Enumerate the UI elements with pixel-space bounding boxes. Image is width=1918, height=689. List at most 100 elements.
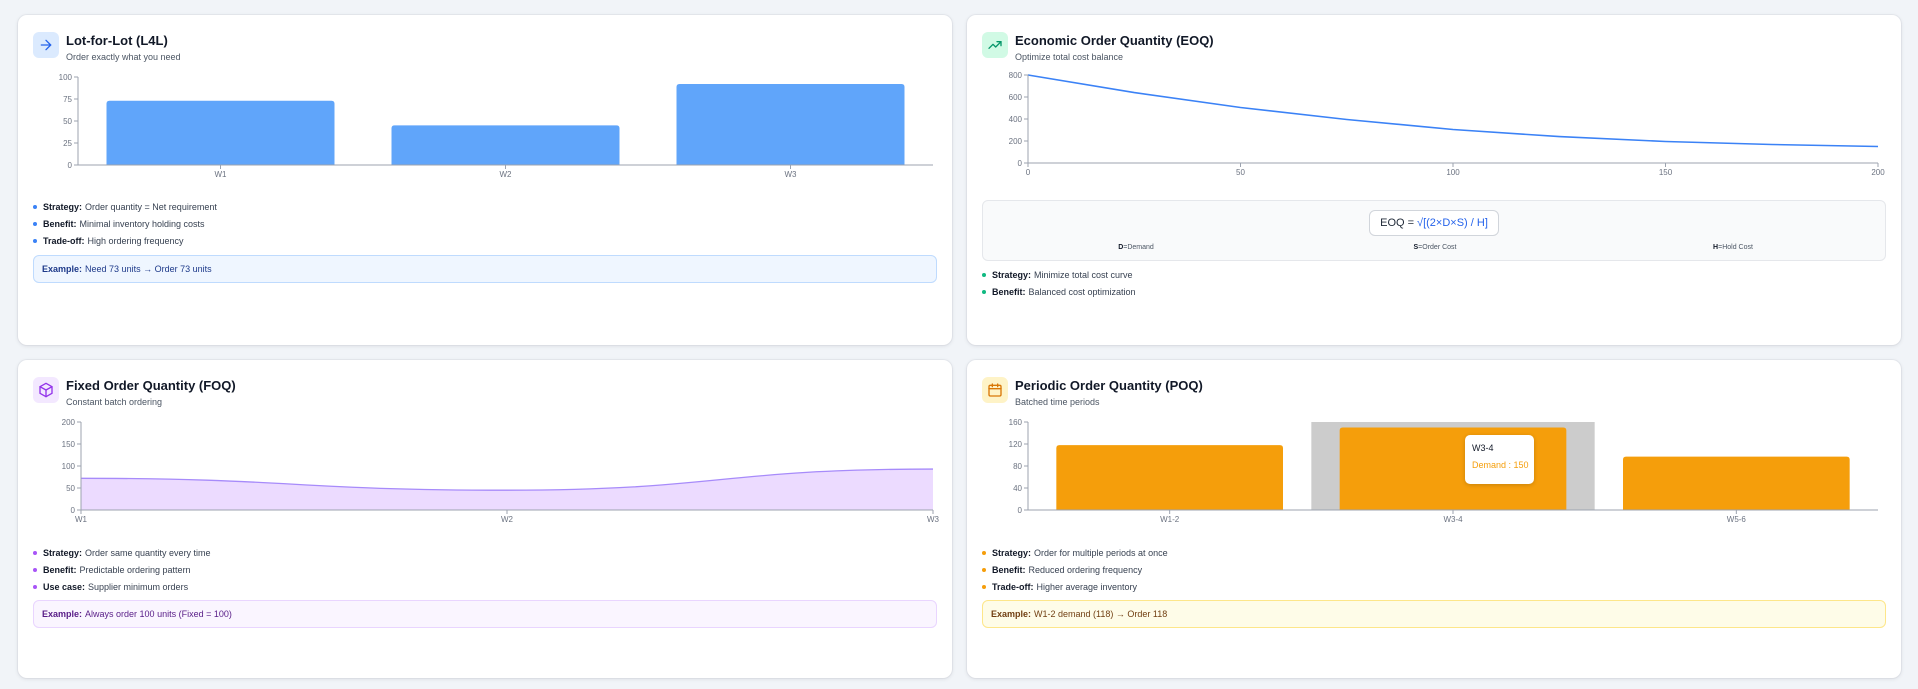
tooltip-value: Demand : 150 bbox=[1472, 460, 1529, 470]
formula-legend-demand: D=Demand bbox=[1118, 244, 1154, 251]
eoq-subtitle: Optimize total cost balance bbox=[1015, 52, 1124, 62]
bullet-text: Minimal inventory holding costs bbox=[79, 219, 205, 229]
foq-title: Fixed Order Quantity (FOQ) bbox=[66, 378, 236, 393]
foq-subtitle: Constant batch ordering bbox=[66, 397, 163, 407]
l4l-title: Lot-for-Lot (L4L) bbox=[66, 33, 168, 48]
bullet-dot bbox=[33, 205, 37, 209]
l4l-example: Example: Need 73 units → Order 73 units bbox=[33, 255, 937, 283]
eoq-formula: EOQ = √[(2×D×S) / H] bbox=[1369, 210, 1499, 236]
bullet-item: Benefit: Balanced cost optimization bbox=[982, 286, 1136, 303]
bar bbox=[1056, 445, 1283, 510]
y-tick-label: 600 bbox=[1009, 93, 1023, 102]
eoq-chart: 0 200 400 600 800 0 50 100 150 200 bbox=[1009, 71, 1886, 177]
x-tick-label: W1-2 bbox=[1160, 515, 1180, 524]
y-tick-label: 0 bbox=[1018, 506, 1023, 515]
x-tick-label: W1 bbox=[75, 515, 88, 524]
bullet-text: Higher average inventory bbox=[1036, 582, 1138, 592]
bullet-label: Strategy: bbox=[43, 548, 83, 558]
eoq-title: Economic Order Quantity (EOQ) bbox=[1015, 33, 1214, 48]
bullet-label: Use case: bbox=[43, 582, 86, 592]
x-tick-label: 100 bbox=[1446, 168, 1460, 177]
bar bbox=[391, 125, 620, 165]
bullet-item: Strategy: Order same quantity every time bbox=[33, 547, 211, 564]
example-label: Example: bbox=[42, 609, 83, 619]
bullet-dot bbox=[33, 568, 37, 572]
arrow-right-icon bbox=[40, 39, 52, 51]
y-tick-label: 0 bbox=[1018, 159, 1023, 168]
y-tick-label: 80 bbox=[1013, 462, 1022, 471]
x-tick-label: W2 bbox=[501, 515, 514, 524]
eoq-bullets: Strategy: Minimize total cost curve Benef… bbox=[982, 269, 1136, 303]
bullet-item: Strategy: Minimize total cost curve bbox=[982, 269, 1136, 286]
bar bbox=[676, 84, 905, 165]
bullet-label: Trade-off: bbox=[43, 236, 85, 246]
x-tick-label: 50 bbox=[1236, 168, 1245, 177]
formula-legend-order-cost: S=Order Cost bbox=[1414, 244, 1457, 251]
bullet-label: Benefit: bbox=[992, 565, 1026, 575]
x-tick-label: 150 bbox=[1659, 168, 1673, 177]
bullet-dot bbox=[982, 273, 986, 277]
bullet-label: Benefit: bbox=[43, 219, 77, 229]
poq-bullets: Strategy: Order for multiple periods at o… bbox=[982, 547, 1168, 598]
bullet-label: Trade-off: bbox=[992, 582, 1034, 592]
bullet-dot bbox=[33, 222, 37, 226]
area-fill bbox=[81, 469, 933, 510]
l4l-icon-box bbox=[33, 32, 59, 58]
legend-text: =Order Cost bbox=[1418, 244, 1457, 251]
poq-tooltip: W3-4 Demand : 150 bbox=[1465, 435, 1534, 484]
y-tick-label: 400 bbox=[1009, 115, 1023, 124]
eoq-formula-panel: EOQ = √[(2×D×S) / H] D=Demand S=Order Cos… bbox=[982, 200, 1886, 261]
l4l-chart: 0 25 50 75 100 W1 W2 W3 bbox=[59, 73, 933, 179]
bullet-item: Benefit: Minimal inventory holding costs bbox=[33, 218, 217, 235]
x-tick-label: W2 bbox=[500, 170, 513, 179]
y-tick-label: 50 bbox=[63, 117, 72, 126]
x-tick-label: W1 bbox=[215, 170, 228, 179]
area-line bbox=[80, 468, 934, 491]
foq-card: Fixed Order Quantity (FOQ) Constant batc… bbox=[18, 360, 952, 678]
foq-bullets: Strategy: Order same quantity every time … bbox=[33, 547, 211, 598]
bullet-text: Balanced cost optimization bbox=[1028, 287, 1136, 297]
formula-rhs: √[(2×D×S) / H] bbox=[1417, 217, 1488, 229]
poq-icon-box bbox=[982, 377, 1008, 403]
legend-text: =Hold Cost bbox=[1718, 244, 1753, 251]
bullet-text: Supplier minimum orders bbox=[88, 582, 189, 592]
eoq-icon-box bbox=[982, 32, 1008, 58]
bullet-item: Use case: Supplier minimum orders bbox=[33, 581, 211, 598]
bullet-dot bbox=[33, 551, 37, 555]
legend-key: D bbox=[1118, 244, 1124, 251]
formula-legend-hold-cost: H=Hold Cost bbox=[1713, 244, 1753, 251]
legend-text: =Demand bbox=[1123, 244, 1154, 251]
y-tick-label: 75 bbox=[63, 95, 72, 104]
bullet-item: Strategy: Order quantity = Net requiremen… bbox=[33, 201, 217, 218]
bullet-dot bbox=[982, 585, 986, 589]
l4l-card: Lot-for-Lot (L4L) Order exactly what you… bbox=[18, 15, 952, 345]
foq-chart: 0 50 100 150 200 W1 W2 W3 bbox=[62, 418, 940, 524]
bullet-label: Benefit: bbox=[992, 287, 1026, 297]
tooltip-label: W3-4 bbox=[1472, 443, 1494, 453]
y-tick-label: 200 bbox=[62, 418, 76, 427]
foq-example: Example: Always order 100 units (Fixed = … bbox=[33, 600, 937, 628]
eoq-card: Economic Order Quantity (EOQ) Optimize t… bbox=[967, 15, 1901, 345]
bullet-dot bbox=[33, 585, 37, 589]
bullet-text: Order same quantity every time bbox=[85, 548, 211, 558]
example-text: W1-2 demand (118) → Order 118 bbox=[1034, 609, 1168, 619]
foq-icon-box bbox=[33, 377, 59, 403]
bullet-item: Benefit: Predictable ordering pattern bbox=[33, 564, 211, 581]
bullet-item: Benefit: Reduced ordering frequency bbox=[982, 564, 1168, 581]
bullet-text: Predictable ordering pattern bbox=[79, 565, 191, 575]
bar bbox=[1623, 456, 1850, 510]
bar bbox=[106, 100, 335, 165]
legend-key: S bbox=[1413, 244, 1419, 251]
bullet-item: Trade-off: High ordering frequency bbox=[33, 235, 217, 252]
package-icon bbox=[39, 382, 53, 398]
calendar-icon bbox=[988, 383, 1002, 397]
x-tick-label: W3 bbox=[927, 515, 940, 524]
bullet-label: Benefit: bbox=[43, 565, 77, 575]
y-tick-label: 100 bbox=[62, 462, 76, 471]
y-tick-label: 200 bbox=[1009, 137, 1023, 146]
y-tick-label: 150 bbox=[62, 440, 76, 449]
trending-up-icon bbox=[988, 41, 1002, 49]
y-tick-label: 160 bbox=[1009, 418, 1023, 427]
example-label: Example: bbox=[42, 264, 83, 274]
y-tick-label: 100 bbox=[59, 73, 73, 82]
